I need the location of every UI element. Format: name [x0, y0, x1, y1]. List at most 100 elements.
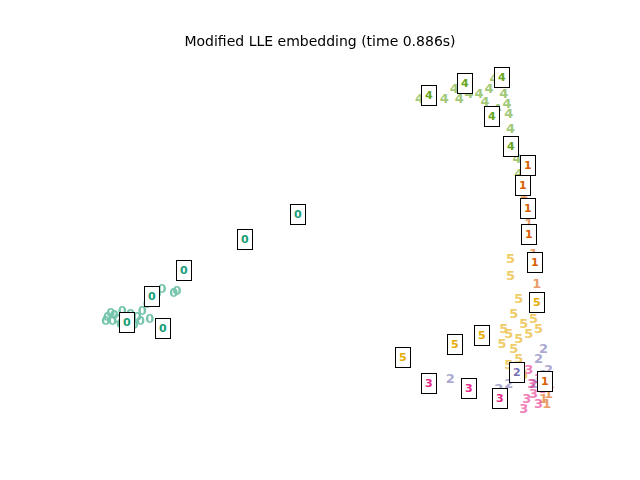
svg-text:2: 2 [544, 362, 553, 377]
svg-text:4: 4 [425, 89, 433, 102]
svg-text:4: 4 [480, 94, 489, 109]
svg-text:0: 0 [180, 264, 188, 277]
svg-text:5: 5 [499, 321, 508, 336]
svg-text:4: 4 [509, 136, 518, 151]
svg-text:0: 0 [158, 281, 167, 296]
svg-text:1: 1 [544, 386, 553, 401]
svg-text:3: 3 [544, 371, 553, 386]
svg-text:1: 1 [525, 228, 533, 241]
svg-text:5: 5 [498, 336, 507, 351]
svg-text:4: 4 [427, 88, 436, 103]
svg-text:1: 1 [531, 256, 539, 269]
svg-text:5: 5 [504, 326, 513, 341]
svg-text:0: 0 [123, 313, 132, 328]
svg-text:4: 4 [506, 121, 515, 136]
svg-text:2: 2 [534, 296, 543, 311]
svg-text:0: 0 [155, 316, 164, 331]
svg-text:5: 5 [451, 338, 459, 351]
svg-text:0: 0 [106, 305, 115, 320]
svg-text:5: 5 [533, 296, 541, 309]
svg-text:0: 0 [159, 322, 167, 335]
svg-text:2: 2 [513, 366, 521, 379]
svg-text:5: 5 [514, 331, 523, 346]
svg-text:0: 0 [103, 309, 112, 324]
svg-text:3: 3 [524, 362, 533, 377]
svg-text:5: 5 [399, 351, 407, 364]
svg-text:2: 2 [504, 376, 513, 391]
svg-text:0: 0 [148, 291, 157, 306]
svg-text:5: 5 [504, 357, 513, 372]
svg-text:5: 5 [529, 311, 538, 326]
svg-text:1: 1 [542, 396, 551, 411]
svg-text:0: 0 [128, 311, 137, 326]
svg-text:3: 3 [534, 396, 543, 411]
svg-text:5: 5 [509, 341, 518, 356]
svg-text:1: 1 [514, 176, 523, 191]
svg-text:0: 0 [294, 208, 302, 221]
svg-text:0: 0 [118, 303, 127, 318]
svg-text:1: 1 [524, 159, 532, 172]
svg-text:0: 0 [172, 283, 181, 298]
svg-text:1: 1 [524, 216, 533, 231]
svg-text:3: 3 [522, 391, 531, 406]
svg-text:0: 0 [143, 296, 152, 311]
svg-text:0: 0 [120, 309, 129, 324]
svg-text:3: 3 [529, 386, 538, 401]
svg-text:3: 3 [539, 381, 548, 396]
svg-text:2: 2 [539, 341, 548, 356]
svg-text:0: 0 [126, 306, 135, 321]
svg-text:5: 5 [478, 329, 486, 342]
svg-text:0: 0 [113, 311, 122, 326]
svg-text:2: 2 [494, 381, 503, 396]
svg-text:4: 4 [440, 91, 449, 106]
svg-text:4: 4 [507, 140, 515, 153]
svg-text:4: 4 [504, 106, 513, 121]
svg-text:1: 1 [522, 201, 531, 216]
svg-text:0: 0 [163, 319, 172, 334]
svg-text:4: 4 [489, 71, 498, 86]
svg-text:3: 3 [465, 382, 473, 395]
svg-text:0: 0 [241, 233, 249, 246]
svg-text:1: 1 [527, 231, 536, 246]
svg-text:1: 1 [529, 246, 538, 261]
svg-text:2: 2 [534, 351, 543, 366]
svg-text:4: 4 [415, 91, 424, 106]
svg-text:3: 3 [519, 401, 528, 416]
svg-text:0: 0 [133, 309, 142, 324]
svg-text:3: 3 [527, 376, 536, 391]
svg-text:5: 5 [509, 306, 518, 321]
svg-text:0: 0 [136, 313, 145, 328]
svg-text:0: 0 [179, 261, 188, 276]
svg-text:5: 5 [524, 326, 533, 341]
svg-text:4: 4 [497, 76, 506, 91]
svg-text:1: 1 [519, 179, 527, 192]
svg-text:0: 0 [116, 316, 125, 331]
svg-text:4: 4 [512, 151, 521, 166]
svg-text:4: 4 [514, 166, 523, 181]
svg-text:1: 1 [532, 276, 541, 291]
svg-text:Modified LLE embedding (time 0: Modified LLE embedding (time 0.886s) [184, 33, 455, 49]
svg-text:5: 5 [519, 367, 528, 382]
svg-text:0: 0 [169, 285, 178, 300]
svg-text:2: 2 [446, 371, 455, 386]
svg-text:4: 4 [461, 77, 469, 90]
svg-text:0: 0 [145, 311, 154, 326]
svg-text:3: 3 [496, 392, 504, 405]
svg-text:1: 1 [519, 156, 528, 171]
svg-text:4: 4 [494, 66, 503, 81]
svg-text:4: 4 [488, 110, 496, 123]
svg-text:4: 4 [455, 91, 464, 106]
svg-text:1: 1 [539, 391, 548, 406]
svg-text:1: 1 [546, 376, 555, 391]
svg-text:3: 3 [425, 377, 433, 390]
svg-text:0: 0 [101, 313, 110, 328]
svg-text:4: 4 [450, 81, 459, 96]
svg-text:5: 5 [514, 291, 523, 306]
svg-text:0: 0 [130, 317, 139, 332]
svg-text:2: 2 [529, 376, 538, 391]
svg-text:5: 5 [506, 251, 515, 266]
svg-text:0: 0 [108, 313, 117, 328]
svg-text:1: 1 [516, 171, 525, 186]
svg-text:5: 5 [519, 316, 528, 331]
svg-text:0: 0 [293, 206, 302, 221]
